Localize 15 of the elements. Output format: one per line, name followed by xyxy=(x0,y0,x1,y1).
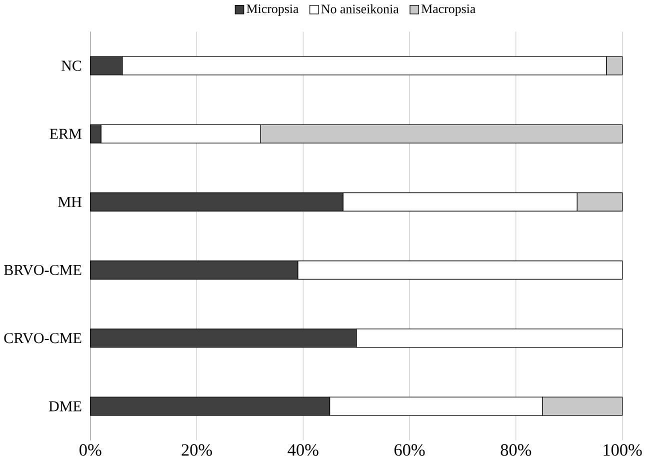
y-tick-label: MH xyxy=(58,196,82,207)
x-tick-label: 100% xyxy=(604,444,642,456)
x-tick-label: 40% xyxy=(288,444,318,456)
y-tick-label: BRVO-CME xyxy=(4,264,82,275)
legend-label: No aniseikonia xyxy=(321,4,399,14)
x-tick-label: 0% xyxy=(80,444,102,456)
x-tick-label: 60% xyxy=(394,444,425,456)
y-tick-label: CRVO-CME xyxy=(4,332,82,344)
y-tick-label: DME xyxy=(48,401,82,412)
legend-label: Micropsia xyxy=(246,4,299,16)
x-tick-label: 20% xyxy=(182,444,212,456)
legend-label: Macropsia xyxy=(421,4,476,16)
y-tick-label: ERM xyxy=(50,128,82,139)
y-tick-label: NC xyxy=(61,60,82,71)
x-tick-label: 80% xyxy=(500,444,532,456)
